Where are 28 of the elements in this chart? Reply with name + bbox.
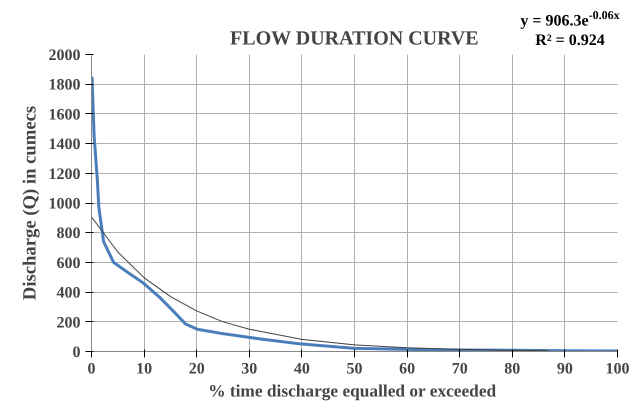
y-tick-label: 600 (56, 254, 80, 272)
y-tick-label: 1400 (48, 136, 80, 154)
y-tick-label: 1800 (48, 76, 80, 94)
x-tick-label: 20 (188, 360, 205, 378)
y-tick-label: 400 (56, 284, 80, 302)
x-tick-label: 0 (88, 360, 96, 378)
x-tick-label: 50 (346, 360, 362, 378)
chart-title: FLOW DURATION CURVE (230, 28, 479, 50)
x-tick-label: 90 (556, 360, 573, 378)
x-tick-label: 40 (294, 360, 310, 378)
y-tick-label: 1000 (48, 196, 80, 212)
x-tick-label: 80 (504, 360, 520, 378)
y-axis-title: Discharge (Q) in cumecs (20, 106, 40, 300)
x-tick-label: 60 (399, 360, 416, 378)
y-tick-label: 2000 (48, 47, 80, 64)
x-tick-label: 10 (136, 360, 152, 378)
x-tick-label: 70 (452, 360, 468, 378)
y-tick-label: 1600 (48, 106, 80, 124)
y-tick-label: 1200 (48, 166, 80, 183)
line-series (92, 216, 550, 352)
text: R² = 0.924 (534, 31, 606, 52)
text: y = 906.3e$^{-0.06x}$ (520, 7, 620, 32)
y-tick-label: 200 (56, 314, 80, 332)
y-tick-label: 800 (56, 225, 80, 242)
y-tick-label: 0 (72, 344, 80, 361)
x-tick-label: 30 (241, 360, 258, 378)
x-axis-title: % time discharge equalled or exceeded (208, 382, 497, 400)
x-tick-label: 100 (606, 360, 630, 378)
